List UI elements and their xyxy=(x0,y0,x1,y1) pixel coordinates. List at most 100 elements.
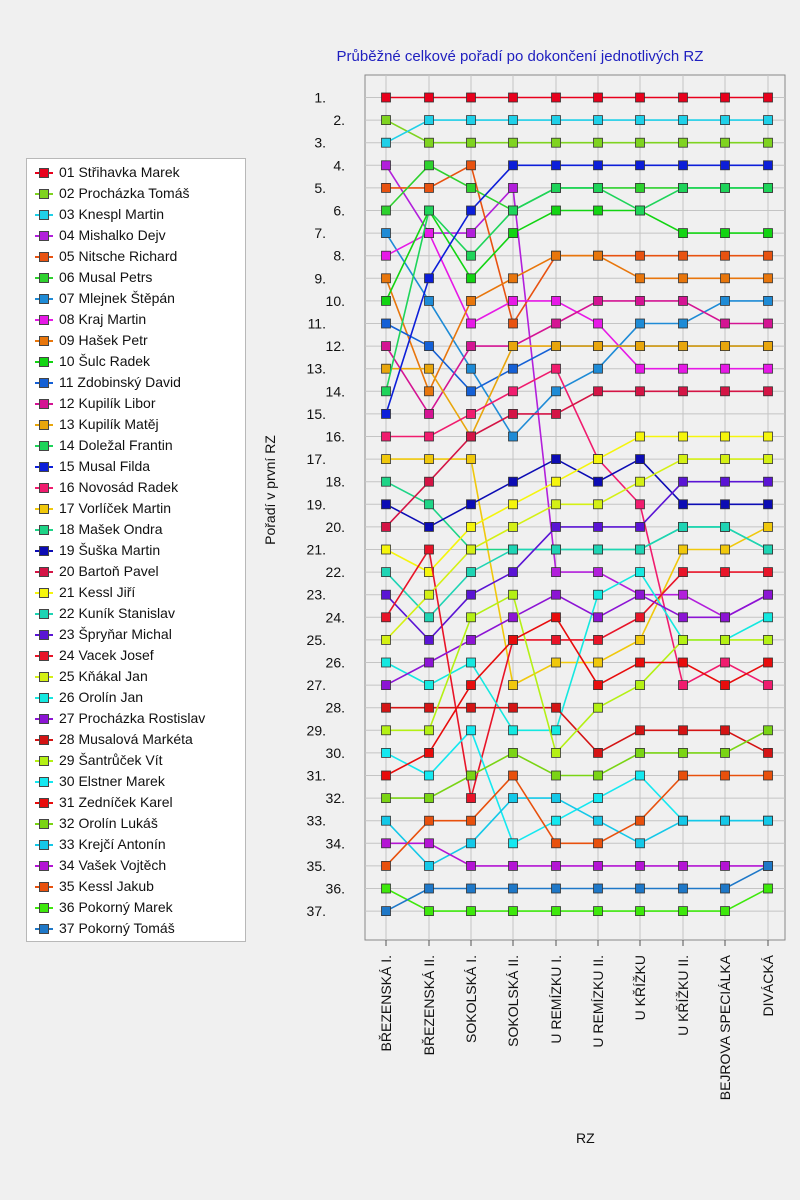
data-point xyxy=(763,815,773,826)
data-point xyxy=(551,318,561,329)
data-point xyxy=(763,748,773,758)
legend-label: 30 Elstner Marek xyxy=(59,773,165,789)
y-tick-label: 37. xyxy=(307,903,326,919)
data-point xyxy=(466,770,476,781)
series-line xyxy=(381,589,773,690)
series-line xyxy=(381,431,773,577)
data-point xyxy=(635,815,645,826)
y-tick-label: 25. xyxy=(307,632,326,648)
data-point xyxy=(593,499,603,510)
data-point xyxy=(678,363,688,374)
legend-label: 11 Zdobinský David xyxy=(59,374,181,390)
data-point xyxy=(551,115,561,125)
data-point xyxy=(466,408,476,419)
data-point xyxy=(763,612,773,623)
data-point xyxy=(635,160,645,171)
data-point xyxy=(466,182,476,193)
data-point xyxy=(720,160,730,171)
data-point xyxy=(381,657,391,668)
data-point xyxy=(508,861,518,871)
data-point xyxy=(593,250,603,261)
series-line xyxy=(381,883,773,916)
data-point xyxy=(635,205,645,216)
y-tick-label: 22. xyxy=(326,564,345,580)
data-point xyxy=(381,838,391,849)
legend-marker-icon xyxy=(39,189,49,199)
data-point xyxy=(508,273,518,284)
data-point xyxy=(635,522,645,532)
data-point xyxy=(678,454,688,465)
data-point xyxy=(381,386,391,397)
y-tick-label: 9. xyxy=(314,270,326,286)
data-point xyxy=(424,386,434,397)
legend-item: 19 Šuška Martin xyxy=(27,540,245,561)
data-point xyxy=(466,205,476,216)
data-point xyxy=(508,228,518,239)
x-tick-label: DIVÁCKÁ xyxy=(760,954,776,1016)
y-tick-label: 26. xyxy=(326,655,345,671)
data-point xyxy=(593,454,603,465)
data-point xyxy=(763,273,773,284)
data-point xyxy=(551,770,561,781)
data-point xyxy=(381,363,391,374)
data-point xyxy=(720,228,730,239)
legend-label: 03 Knespl Martin xyxy=(59,206,165,222)
legend-marker-icon xyxy=(39,903,49,913)
legend-marker-icon xyxy=(39,504,49,514)
y-tick-label: 36. xyxy=(326,881,345,897)
data-point xyxy=(508,838,518,849)
legend-label: 19 Šuška Martin xyxy=(59,542,161,558)
data-point xyxy=(381,702,391,713)
data-point xyxy=(593,702,603,713)
data-point xyxy=(635,635,645,645)
data-point xyxy=(381,793,391,803)
data-point xyxy=(635,861,645,871)
legend-item: 33 Krejčí Antonín xyxy=(27,834,245,855)
data-point xyxy=(635,386,645,397)
series-line-path xyxy=(386,345,768,439)
data-point xyxy=(635,137,645,148)
data-point xyxy=(381,748,391,758)
series-line xyxy=(381,589,773,758)
data-point xyxy=(551,544,561,555)
data-point xyxy=(466,589,476,600)
data-point xyxy=(424,295,434,306)
legend-item: 02 Procházka Tomáš xyxy=(27,183,245,204)
x-tick-label: BŘEZENSKÁ II. xyxy=(421,955,437,1055)
data-point xyxy=(424,680,434,690)
data-point xyxy=(466,431,476,442)
y-tick-label: 1. xyxy=(314,90,326,106)
data-point xyxy=(551,725,561,736)
legend-marker-icon xyxy=(39,357,49,367)
data-point xyxy=(508,725,518,736)
y-tick-label: 35. xyxy=(307,858,326,874)
legend-label: 21 Kessl Jiří xyxy=(59,584,136,600)
legend-marker-icon xyxy=(39,882,49,892)
data-point xyxy=(763,115,773,125)
legend-marker-icon xyxy=(39,483,49,493)
data-point xyxy=(381,341,391,352)
data-point xyxy=(593,476,603,487)
data-point xyxy=(551,363,561,374)
data-point xyxy=(593,318,603,329)
series-line xyxy=(381,115,773,148)
data-point xyxy=(424,273,434,284)
legend-item: 01 Střihavka Marek xyxy=(27,162,245,183)
data-point xyxy=(678,137,688,148)
series-line-path xyxy=(385,300,768,416)
data-point xyxy=(763,386,773,397)
data-point xyxy=(720,115,730,125)
series-line-path xyxy=(385,119,768,144)
data-point xyxy=(424,838,434,849)
legend-label: 06 Musal Petrs xyxy=(59,269,153,285)
y-tick-label: 11. xyxy=(308,316,326,332)
data-point xyxy=(424,363,434,374)
series-line xyxy=(381,861,773,916)
series-line-path xyxy=(385,887,769,912)
data-point xyxy=(635,341,645,352)
legend: 01 Střihavka Marek 02 Procházka Tomáš 03 K… xyxy=(26,158,246,942)
data-point xyxy=(424,454,434,465)
data-point xyxy=(720,906,730,916)
data-point xyxy=(678,228,688,239)
data-point xyxy=(424,115,434,125)
